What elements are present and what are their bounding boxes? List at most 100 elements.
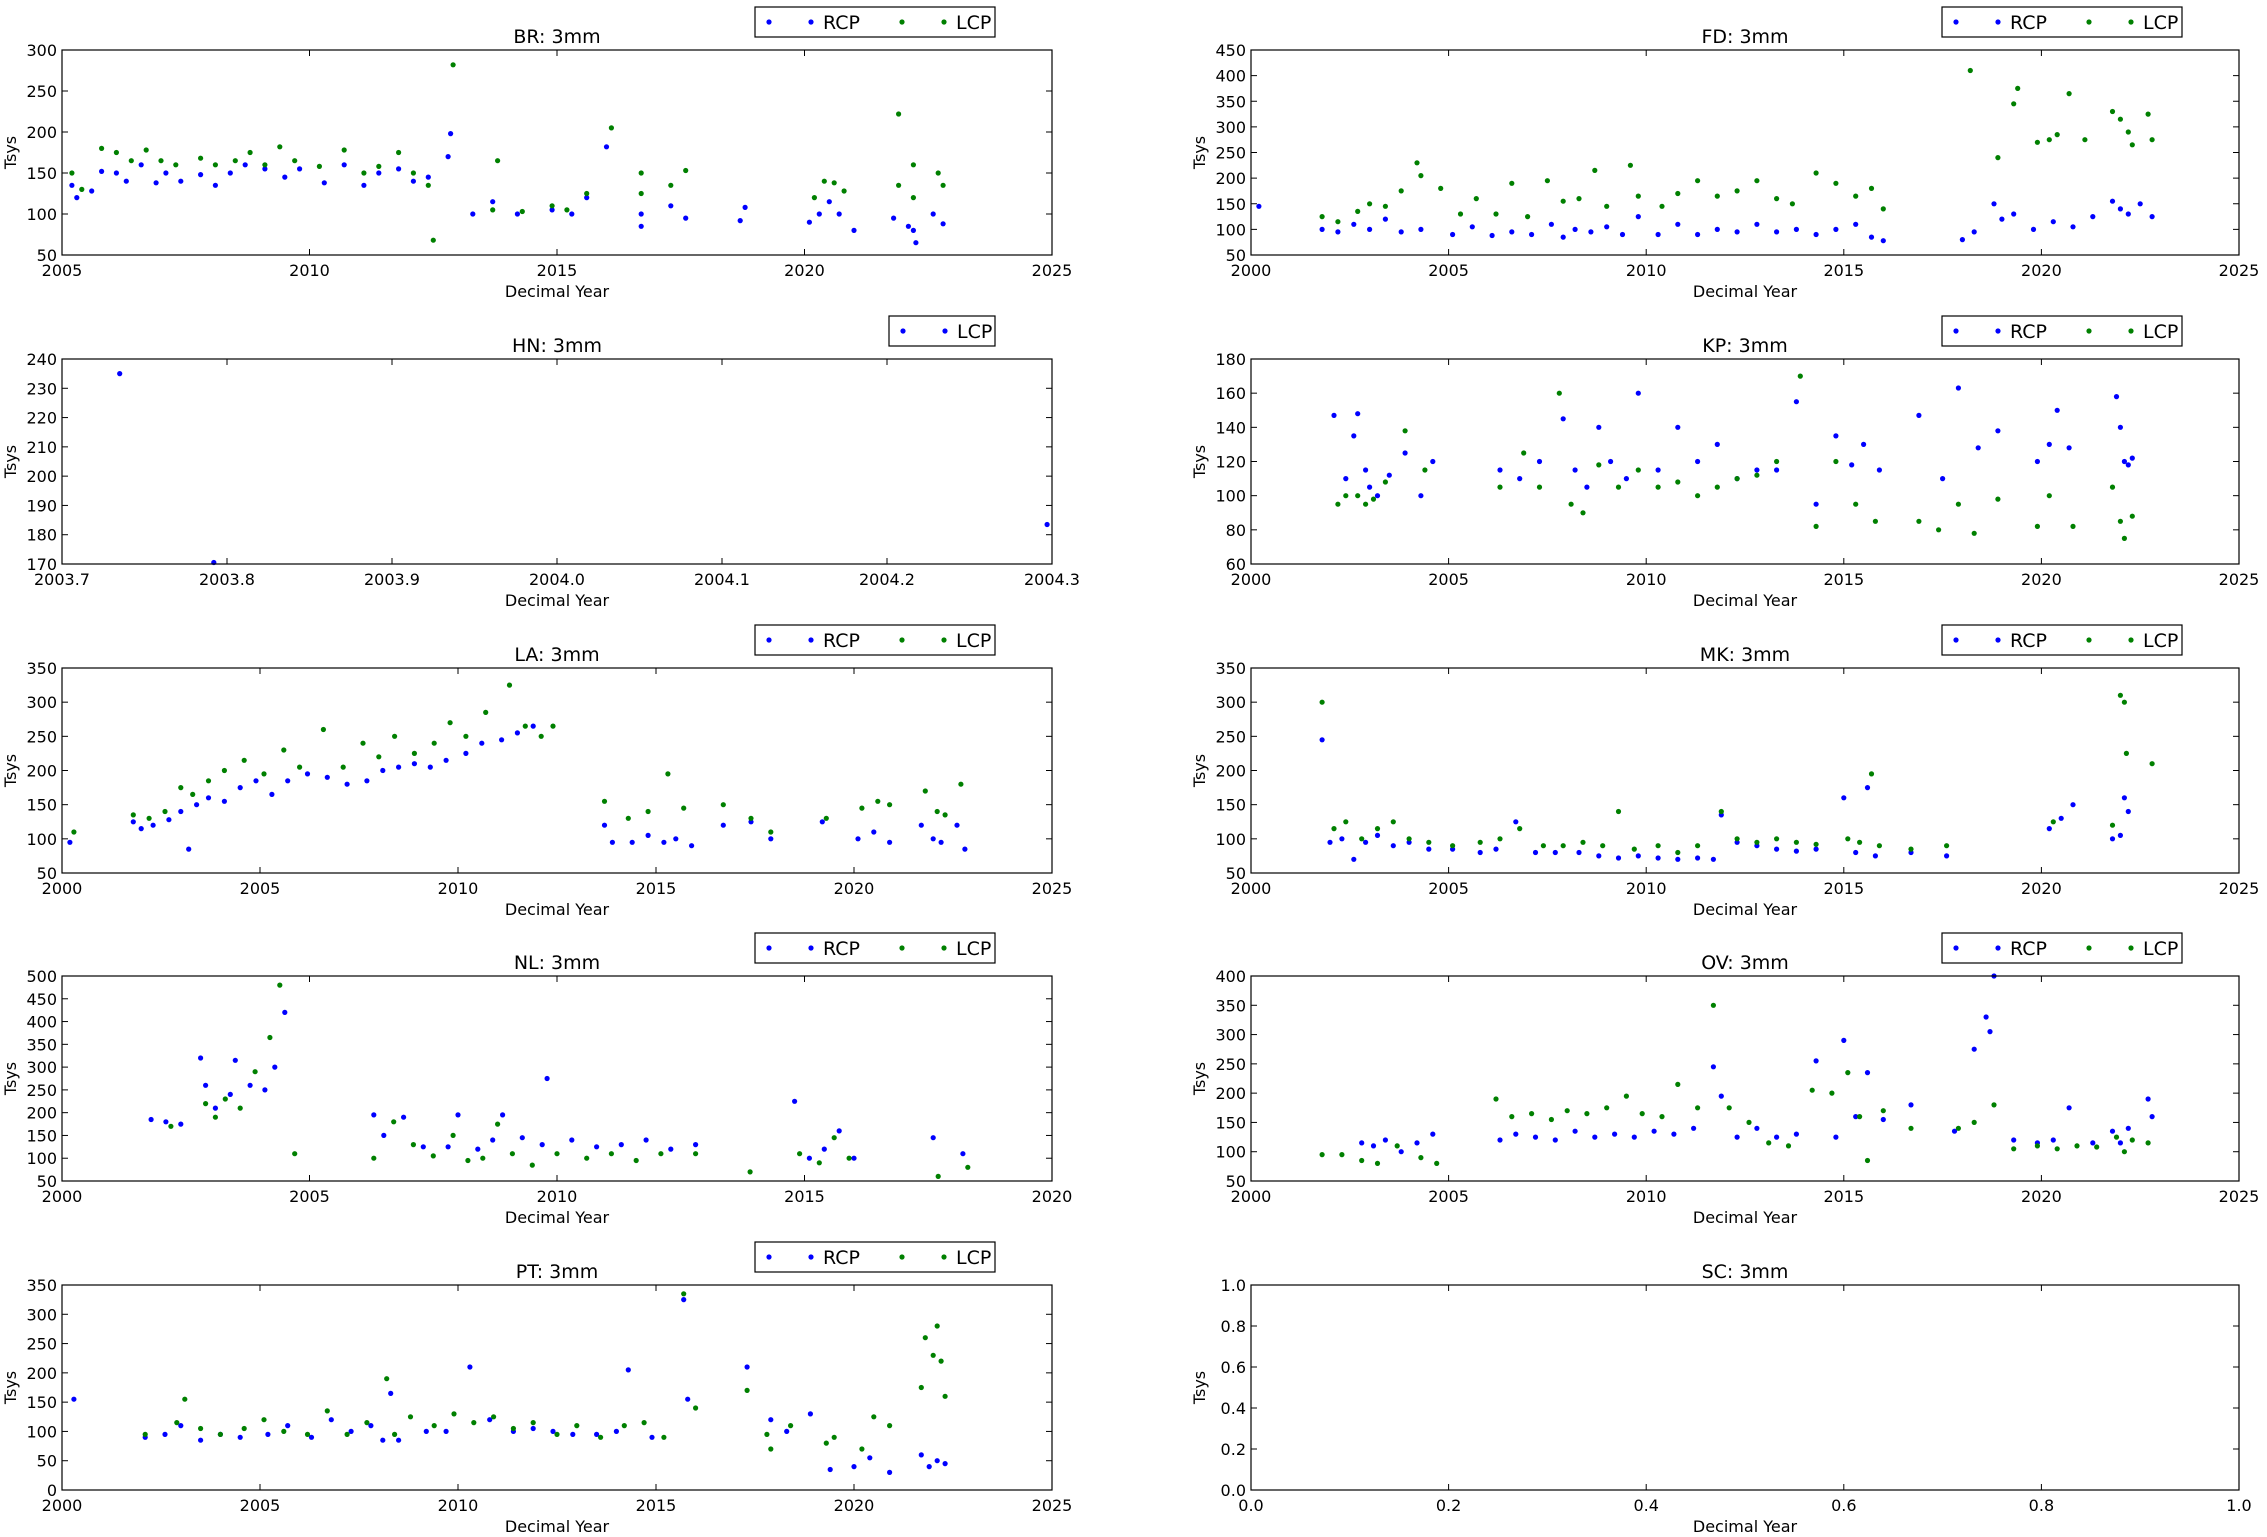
data-point-lcp (930, 1352, 936, 1358)
x-tick-label: 2010 (1626, 570, 1667, 589)
legend-marker-rcp (1995, 637, 2001, 643)
data-point-lcp (261, 771, 267, 777)
data-point-rcp (69, 182, 75, 188)
data-point-rcp (1489, 232, 1495, 239)
data-point-lcp (942, 1393, 948, 1399)
data-point-rcp (479, 740, 485, 746)
data-point-rcp (871, 829, 877, 835)
data-point-lcp (1615, 808, 1622, 815)
data-points (1331, 373, 2135, 542)
data-point-lcp (267, 1034, 273, 1041)
data-point-rcp (693, 1142, 699, 1148)
data-point-lcp (431, 1423, 437, 1429)
data-point-lcp (178, 785, 184, 791)
data-point-lcp (447, 720, 453, 726)
data-point-rcp (1944, 853, 1950, 859)
data-point-lcp (1639, 1111, 1645, 1117)
data-point-lcp (788, 1423, 794, 1429)
data-point-lcp (277, 982, 283, 988)
x-tick-label: 2005 (240, 879, 281, 898)
data-point-lcp (693, 1405, 699, 1411)
legend: LCP (888, 315, 996, 347)
data-point-lcp (574, 1423, 580, 1429)
data-point-rcp (1813, 1058, 1819, 1064)
data-point-lcp (958, 781, 964, 787)
data-point-lcp (1343, 819, 1349, 825)
data-point-lcp (174, 1420, 180, 1426)
data-point-rcp (1327, 839, 1333, 845)
data-point-rcp (1691, 1125, 1697, 1131)
data-point-lcp (1797, 373, 1803, 379)
data-point-lcp (1363, 501, 1369, 507)
data-point-rcp (891, 215, 897, 221)
legend-box (1941, 6, 2183, 38)
data-point-lcp (376, 754, 382, 760)
data-point-rcp (737, 218, 743, 224)
legend-marker-rcp (1953, 328, 1959, 334)
chart-title: SC: 3mm (1702, 1261, 1789, 1283)
data-point-lcp (1367, 201, 1373, 207)
data-point-rcp (1576, 849, 1582, 856)
data-point-lcp (645, 808, 651, 815)
data-point-lcp (2129, 142, 2135, 148)
data-point-rcp (643, 1137, 649, 1143)
y-tick-label: 250 (1215, 144, 1246, 163)
y-tick-label: 250 (1215, 727, 1246, 746)
data-point-lcp (1509, 180, 1515, 186)
plot-frame (1250, 1284, 2240, 1491)
data-point-lcp (2034, 523, 2040, 530)
data-point-rcp (1414, 1140, 1420, 1146)
data-point-lcp (1584, 1111, 1590, 1117)
data-point-rcp (1955, 385, 1961, 391)
data-point-lcp (1335, 501, 1341, 507)
data-point-rcp (212, 1105, 218, 1111)
data-point-rcp (806, 219, 813, 225)
data-point-rcp (410, 178, 416, 184)
x-tick-label: 2005 (240, 1496, 281, 1515)
data-point-rcp (1675, 856, 1681, 862)
legend-label-lcp: LCP (956, 12, 991, 34)
data-point-rcp (1774, 229, 1780, 235)
data-point-lcp (768, 1446, 774, 1452)
data-point-lcp (425, 182, 431, 188)
data-point-rcp (1754, 467, 1760, 473)
legend-marker-rcp (766, 19, 772, 25)
x-tick-label: 0.4 (1633, 1496, 1658, 1515)
y-tick-label: 50 (37, 1172, 57, 1191)
data-point-rcp (1572, 1128, 1578, 1134)
data-point-lcp (292, 1151, 298, 1157)
data-point-lcp (69, 170, 75, 176)
data-point-lcp (598, 1434, 604, 1440)
data-point-lcp (1845, 1070, 1851, 1076)
data-point-rcp (178, 178, 184, 184)
data-point-rcp (2090, 214, 2096, 220)
data-point-lcp (1414, 160, 1420, 166)
data-point-lcp (668, 182, 674, 188)
data-point-lcp (128, 158, 134, 164)
data-point-lcp (1872, 518, 1878, 524)
data-point-lcp (2121, 1149, 2127, 1155)
data-point-lcp (168, 1123, 174, 1129)
data-point-rcp (380, 1437, 386, 1443)
legend-label-rcp: RCP (823, 938, 860, 960)
data-point-rcp (1651, 1128, 1657, 1134)
data-point-rcp (203, 1082, 209, 1088)
data-point-lcp (529, 1162, 535, 1168)
data-point-rcp (1386, 472, 1392, 478)
legend-marker-rcp (808, 945, 814, 951)
data-point-rcp (1532, 849, 1539, 856)
legend-marker-lcp (2086, 19, 2092, 25)
data-point-rcp (584, 195, 590, 201)
data-point-rcp (819, 819, 825, 825)
data-point-rcp (212, 182, 218, 188)
data-point-rcp (629, 839, 635, 845)
data-point-rcp (361, 182, 367, 188)
y-tick-label: 230 (26, 379, 57, 398)
data-point-lcp (1438, 185, 1444, 191)
data-point-lcp (1635, 467, 1641, 473)
chart-panel: 2000 2005 2010 2015 2020 2025 60 80 100 120 140 160… (1190, 315, 2259, 610)
data-point-lcp (1580, 510, 1586, 516)
data-point-lcp (1714, 193, 1720, 199)
y-tick-label: 1.0 (1221, 1276, 1246, 1295)
y-axis-label: Tsys (1, 754, 20, 788)
